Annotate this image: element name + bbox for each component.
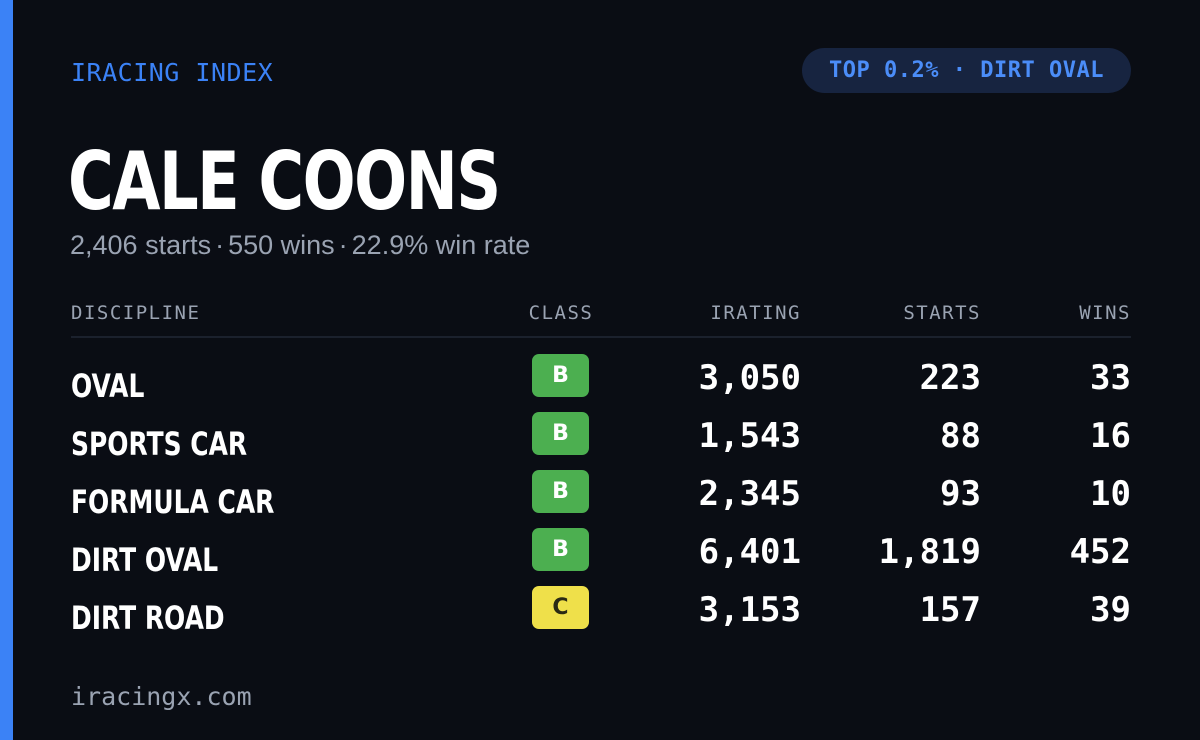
row-wins: 10: [1090, 474, 1131, 514]
table-row: FORMULA CAR B 2,345 93 10: [71, 468, 1131, 526]
row-class-badge: C: [532, 586, 589, 629]
header-wins: WINS: [1079, 302, 1131, 324]
row-wins: 16: [1090, 416, 1131, 456]
driver-summary: 2,406 starts · 550 wins · 22.9% win rate: [70, 228, 530, 262]
header-discipline: DISCIPLINE: [71, 302, 201, 324]
row-wins: 452: [1069, 532, 1131, 572]
brand-label: IRACING INDEX: [71, 58, 274, 87]
row-starts: 93: [940, 474, 981, 514]
row-class-badge: B: [532, 470, 589, 513]
row-wins: 33: [1090, 358, 1131, 398]
table-row: OVAL B 3,050 223 33: [71, 352, 1131, 410]
summary-separator: ·: [215, 230, 225, 260]
table-header: DISCIPLINE CLASS IRATING STARTS WINS: [71, 300, 1131, 326]
summary-starts: 2,406 starts: [70, 230, 212, 260]
header-starts: STARTS: [903, 302, 981, 324]
row-starts: 1,819: [878, 532, 981, 572]
row-irating: 6,401: [698, 532, 801, 572]
row-wins: 39: [1090, 590, 1131, 630]
header-divider: [71, 336, 1131, 338]
row-irating: 3,050: [698, 358, 801, 398]
row-discipline: OVAL: [71, 367, 145, 405]
table-row: SPORTS CAR B 1,543 88 16: [71, 410, 1131, 468]
rank-badge: TOP 0.2% · DIRT OVAL: [802, 48, 1131, 93]
row-starts: 88: [940, 416, 981, 456]
row-discipline: DIRT OVAL: [71, 541, 219, 579]
summary-wins: 550 wins: [228, 230, 335, 260]
row-starts: 223: [919, 358, 981, 398]
row-discipline: FORMULA CAR: [71, 483, 275, 521]
row-irating: 2,345: [698, 474, 801, 514]
table-row: DIRT ROAD C 3,153 157 39: [71, 584, 1131, 642]
summary-win-rate: 22.9% win rate: [351, 230, 531, 260]
row-irating: 3,153: [698, 590, 801, 630]
row-class-badge: B: [532, 412, 589, 455]
summary-separator: ·: [338, 230, 348, 260]
header-irating: IRATING: [710, 302, 801, 324]
row-starts: 157: [919, 590, 981, 630]
row-irating: 1,543: [698, 416, 801, 456]
table-row: DIRT OVAL B 6,401 1,819 452: [71, 526, 1131, 584]
row-discipline: SPORTS CAR: [71, 425, 248, 463]
row-class-badge: B: [532, 528, 589, 571]
discipline-table: OVAL B 3,050 223 33 SPORTS CAR B 1,543 8…: [71, 352, 1131, 642]
row-discipline: DIRT ROAD: [71, 599, 225, 637]
row-class-badge: B: [532, 354, 589, 397]
site-url[interactable]: iracingx.com: [71, 682, 252, 711]
accent-bar: [0, 0, 13, 740]
driver-name: CALE COONS: [68, 135, 501, 228]
header-class: CLASS: [528, 302, 594, 324]
